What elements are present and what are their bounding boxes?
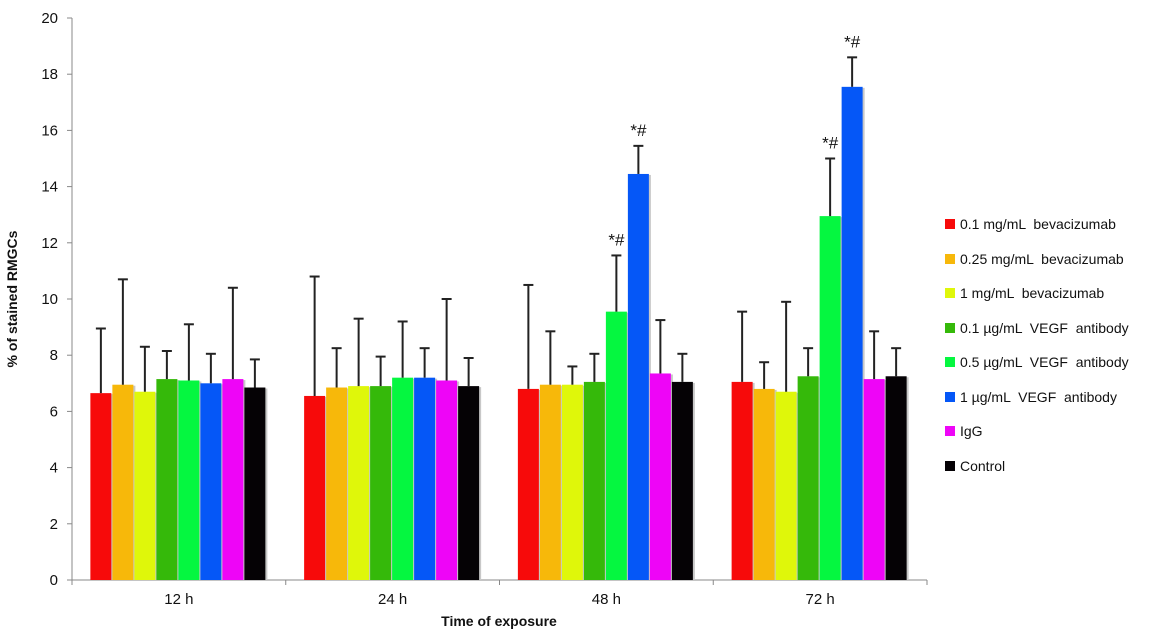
y-axis-title: % of stained RMGCs <box>4 230 20 367</box>
legend-label: 0.1 mg/mL bevacizumab <box>960 216 1116 233</box>
annotations: *# *# *# *# <box>608 32 860 249</box>
bar <box>605 311 627 580</box>
legend-item: 0.5 µg/mL VEGF antibody <box>945 345 1129 380</box>
legend-label: 0.5 µg/mL VEGF antibody <box>960 354 1129 371</box>
legend-item: 0.1 mg/mL bevacizumab <box>945 207 1129 242</box>
y-tick-label: 16 <box>41 122 58 139</box>
bar <box>517 388 539 580</box>
bar <box>112 384 134 580</box>
bar <box>134 391 156 580</box>
bar <box>348 386 370 580</box>
y-tick-label: 4 <box>50 460 58 477</box>
bar <box>797 376 819 580</box>
legend-swatch <box>945 253 955 264</box>
bar <box>649 373 671 580</box>
legend-swatch <box>945 391 955 402</box>
legend-swatch <box>945 288 955 299</box>
bar <box>819 216 841 581</box>
legend-swatch <box>945 219 955 230</box>
bar <box>561 384 583 580</box>
bar <box>222 379 244 580</box>
bar <box>731 381 753 580</box>
legend-swatch <box>945 460 955 471</box>
bar <box>458 386 480 580</box>
bar <box>200 383 222 580</box>
legend-label: Control <box>960 457 1006 474</box>
bar <box>885 376 907 580</box>
legend-item: 0.25 mg/mL bevacizumab <box>945 242 1129 277</box>
legend: 0.1 mg/mL bevacizumab 0.25 mg/mL bevacizu… <box>945 207 1129 483</box>
significance-annotation: *# <box>630 121 647 140</box>
legend-item: IgG <box>945 414 1129 449</box>
bar <box>627 173 649 580</box>
bars <box>90 86 909 581</box>
x-tick-label: 72 h <box>806 591 835 608</box>
legend-swatch <box>945 426 955 437</box>
legend-label: IgG <box>960 423 983 440</box>
bar <box>90 393 112 580</box>
legend-swatch <box>945 357 955 368</box>
bar <box>244 387 266 580</box>
y-tick-label: 20 <box>41 10 58 27</box>
y-tick-label: 18 <box>41 66 58 83</box>
significance-annotation: *# <box>608 230 625 249</box>
bar <box>863 379 885 580</box>
bar <box>775 391 797 580</box>
bar <box>326 387 348 580</box>
bar <box>156 379 178 580</box>
x-tick-label: 24 h <box>378 591 407 608</box>
x-axis-title: Time of exposure <box>441 613 557 629</box>
bar <box>583 381 605 580</box>
bar <box>436 380 458 580</box>
legend-swatch <box>945 322 955 333</box>
legend-item: 1 mg/mL bevacizumab <box>945 276 1129 311</box>
significance-annotation: *# <box>822 134 839 153</box>
y-tick-label: 12 <box>41 235 58 252</box>
y-tick-label: 8 <box>50 347 58 364</box>
y-tick-label: 14 <box>41 179 58 196</box>
bar <box>671 381 693 580</box>
legend-label: 1 mg/mL bevacizumab <box>960 285 1105 302</box>
x-tick-label: 12 h <box>164 591 193 608</box>
legend-item: 1 µg/mL VEGF antibody <box>945 380 1129 415</box>
y-tick-label: 0 <box>50 572 58 589</box>
legend-label: 0.25 mg/mL bevacizumab <box>960 250 1124 267</box>
bar <box>392 377 414 580</box>
legend-item: Control <box>945 449 1129 484</box>
bar <box>304 395 326 580</box>
legend-item: 0.1 µg/mL VEGF antibody <box>945 311 1129 346</box>
significance-annotation: *# <box>844 32 861 51</box>
y-tick-label: 10 <box>41 291 58 308</box>
bar <box>539 384 561 580</box>
legend-label: 0.1 µg/mL VEGF antibody <box>960 319 1129 336</box>
bar <box>414 377 436 580</box>
bar <box>841 86 863 580</box>
error-bars <box>95 56 902 396</box>
x-tick-label: 48 h <box>592 591 621 608</box>
y-tick-label: 2 <box>50 516 58 533</box>
legend-label: 1 µg/mL VEGF antibody <box>960 388 1117 405</box>
bar <box>178 380 200 580</box>
bar <box>370 386 392 580</box>
y-tick-label: 6 <box>50 403 58 420</box>
bar <box>753 388 775 580</box>
